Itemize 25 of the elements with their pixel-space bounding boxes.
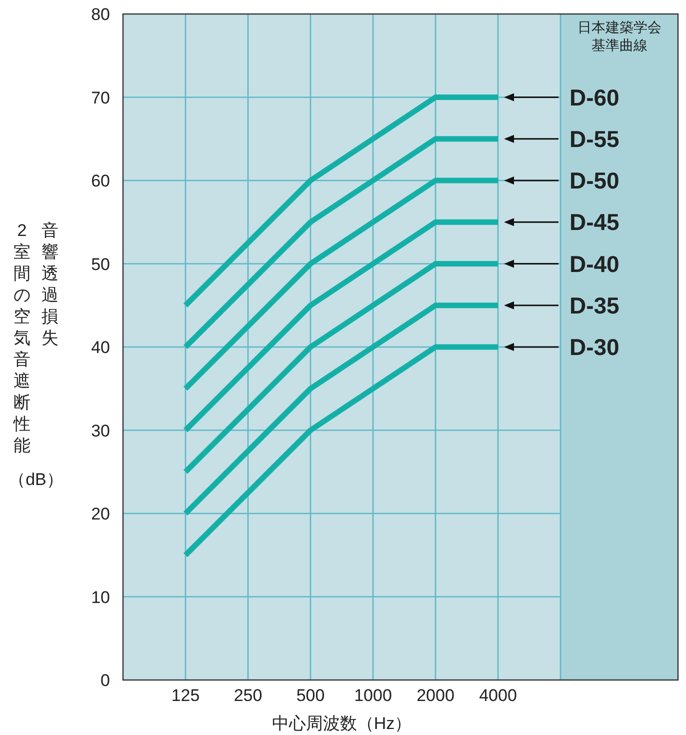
legend-title: 日本建築学会基準曲線 [577, 19, 662, 53]
y-tick-label: 50 [91, 254, 110, 274]
x-tick-label: 125 [171, 686, 200, 705]
x-tick-label: 1000 [354, 686, 392, 705]
y-tick-label: 40 [91, 338, 110, 357]
text: D-30 [570, 334, 620, 360]
y-tick-label: 80 [91, 5, 110, 24]
x-tick-label: 250 [234, 686, 262, 705]
text: D-50 [570, 168, 620, 194]
y-tick-label: 30 [91, 421, 110, 440]
y-tick-label: 20 [91, 504, 110, 524]
y-tick-label: 10 [91, 588, 110, 607]
y-tick-label: 0 [100, 671, 110, 690]
text: D-45 [570, 209, 620, 236]
x-tick-label: 500 [296, 686, 325, 705]
x-tick-label: 2000 [416, 686, 454, 705]
x-axis-title: 中心周波数（Hz） [272, 714, 412, 733]
x-tick-label: 4000 [479, 686, 517, 705]
text: D-60 [570, 84, 620, 110]
text: D-40 [570, 250, 620, 277]
text: D-55 [570, 126, 620, 152]
text: 音響透過損失2室間の空気音遮断性能（dB） [8, 221, 64, 489]
y-tick-label: 60 [91, 172, 110, 190]
text: D-35 [570, 292, 620, 318]
y-tick-label: 70 [91, 88, 110, 108]
